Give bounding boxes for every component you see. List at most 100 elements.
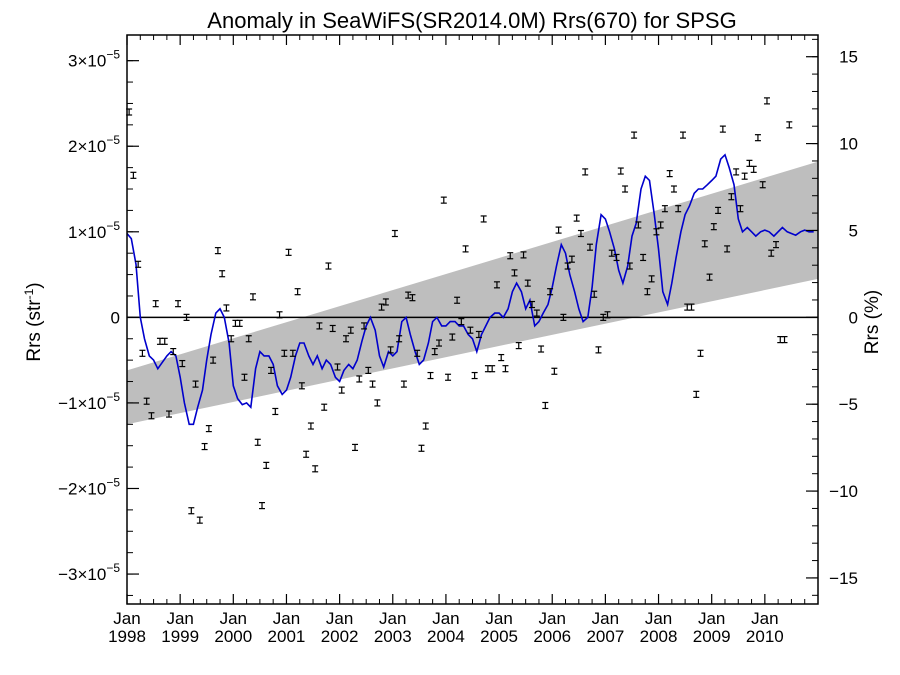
chart-title: Anomaly in SeaWiFS(SR2014.0M) Rrs(670) f…	[207, 8, 736, 33]
x-tick-label-year: 2001	[268, 627, 306, 646]
data-point	[307, 422, 314, 430]
data-point	[724, 245, 731, 253]
x-tick-label-year: 2008	[640, 627, 678, 646]
data-point	[670, 185, 677, 193]
y2-tick-label: 15	[839, 48, 858, 67]
y-tick-label: −1×10−5	[58, 390, 120, 413]
x-tick-label-month: Jan	[485, 609, 512, 628]
data-point	[608, 249, 615, 257]
data-point	[179, 359, 186, 368]
data-point	[445, 373, 452, 381]
data-point	[688, 303, 695, 311]
data-point	[666, 170, 673, 178]
data-point	[644, 288, 651, 296]
data-point	[139, 349, 146, 357]
data-point	[329, 324, 336, 333]
data-point	[533, 309, 540, 317]
data-point	[219, 270, 226, 278]
data-point	[396, 335, 403, 343]
data-point	[192, 380, 199, 388]
smoothed-line	[126, 153, 814, 426]
data-point	[679, 131, 686, 139]
data-point	[773, 241, 780, 249]
x-tick-label-year: 2009	[693, 627, 731, 646]
data-point	[564, 262, 571, 270]
data-point	[210, 356, 217, 364]
data-point	[400, 380, 407, 388]
data-point	[152, 300, 159, 308]
data-point	[365, 366, 372, 375]
data-point	[285, 248, 292, 256]
data-point	[586, 243, 593, 251]
data-point	[440, 196, 447, 204]
y-tick-label: −2×10−5	[58, 475, 120, 498]
trend-band	[127, 161, 818, 425]
data-point	[547, 288, 554, 296]
data-point	[728, 193, 735, 201]
data-point	[312, 465, 319, 473]
x-tick-label-month: Jan	[273, 609, 300, 628]
data-point	[626, 262, 633, 270]
data-point	[560, 313, 567, 321]
data-point	[719, 125, 726, 133]
data-point	[347, 326, 354, 334]
x-tick-label-month: Jan	[379, 609, 406, 628]
data-point	[249, 293, 256, 301]
data-point	[582, 168, 589, 176]
data-point	[201, 442, 208, 451]
data-point	[458, 318, 465, 326]
y2-tick-label: −5	[839, 395, 858, 414]
data-point	[754, 134, 761, 142]
x-tick-label-year: 2007	[586, 627, 624, 646]
data-point	[475, 330, 482, 339]
data-point	[661, 205, 668, 213]
data-point	[387, 346, 394, 354]
trend-band-layer	[127, 161, 818, 425]
data-point	[493, 281, 500, 289]
data-point	[538, 345, 545, 353]
data-point	[236, 319, 243, 327]
data-point	[143, 397, 150, 405]
data-point	[254, 438, 261, 446]
data-point	[196, 516, 203, 524]
data-point	[635, 221, 642, 229]
data-point	[148, 412, 155, 420]
data-point	[741, 172, 748, 180]
x-tick-label-year: 2003	[374, 627, 412, 646]
smoothed-line-layer	[126, 153, 814, 426]
data-point	[205, 424, 212, 433]
data-point	[214, 247, 221, 255]
x-tick-label-month: Jan	[592, 609, 619, 628]
data-point	[352, 443, 359, 452]
data-point	[427, 371, 434, 380]
data-point	[175, 300, 182, 308]
data-point	[648, 275, 655, 283]
data-point	[595, 346, 602, 354]
data-point	[763, 97, 770, 105]
data-point	[520, 251, 527, 259]
data-point	[418, 444, 425, 452]
data-point	[289, 349, 296, 357]
x-tick-label-month: Jan	[326, 609, 353, 628]
data-point	[759, 181, 766, 189]
data-point	[436, 339, 443, 347]
data-point	[498, 353, 505, 362]
x-tick-label-year: 2004	[427, 627, 465, 646]
data-point	[245, 335, 252, 343]
y-tick-label: 2×10−5	[68, 133, 120, 156]
data-point	[130, 171, 137, 179]
data-point	[281, 349, 288, 357]
x-tick-label-year: 1998	[108, 627, 146, 646]
y-axis-label-text: Rrs (str	[24, 299, 45, 362]
data-point	[524, 279, 531, 287]
data-point	[263, 461, 270, 469]
data-point	[613, 253, 620, 262]
data-point	[555, 226, 562, 234]
data-point	[183, 313, 190, 321]
x-tick-label-month: Jan	[220, 609, 247, 628]
data-point	[542, 401, 549, 410]
data-point	[414, 349, 421, 357]
data-point	[316, 322, 323, 330]
data-point	[467, 326, 474, 334]
data-point	[298, 382, 305, 390]
